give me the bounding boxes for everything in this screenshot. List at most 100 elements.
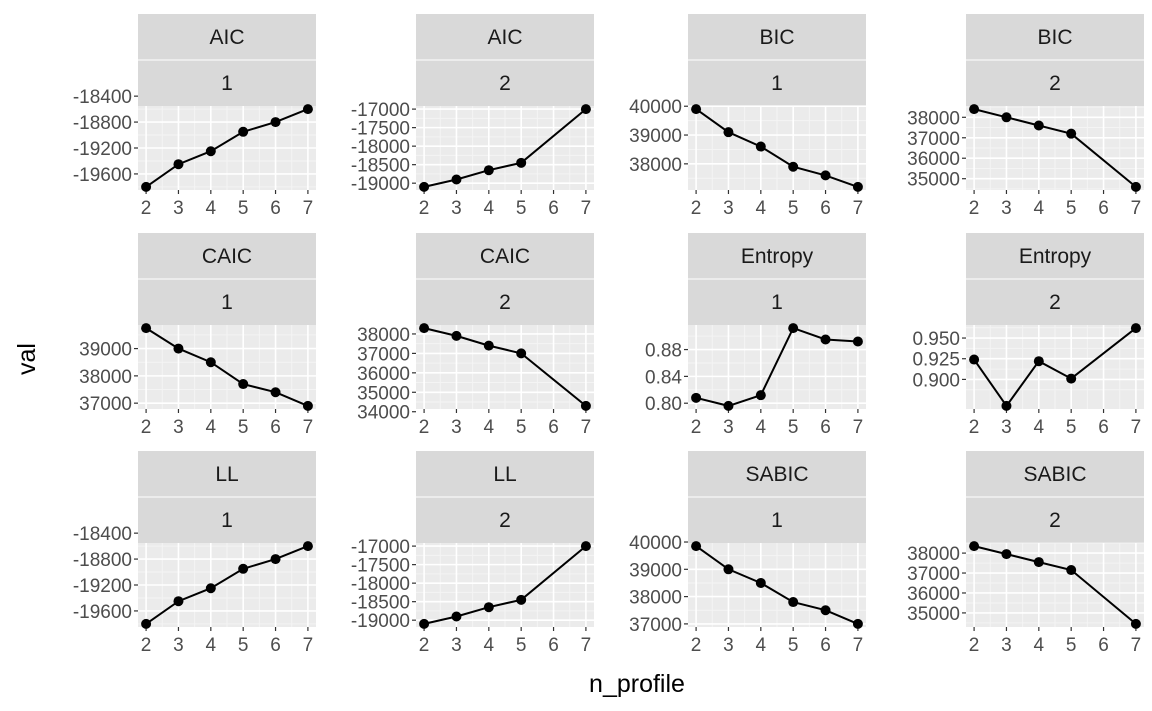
x-tick-label: 3 [1001, 198, 1012, 219]
data-point [820, 605, 831, 616]
strip-label-top: SABIC [745, 463, 808, 486]
data-point [691, 104, 702, 115]
strip-label-top: AIC [209, 26, 244, 49]
y-tick-label: 38000 [357, 325, 410, 346]
data-point [302, 400, 313, 411]
strip-label-top: LL [215, 463, 238, 486]
strip-label-bottom: 2 [1049, 509, 1061, 532]
y-tick-label: -17000 [351, 537, 410, 558]
x-tick-label: 3 [173, 198, 184, 219]
series-line [145, 327, 309, 407]
strip-label-top: CAIC [480, 245, 530, 268]
strip-label-bottom: 2 [1049, 72, 1061, 95]
x-tick-label: 4 [1034, 417, 1045, 438]
strip-label-top: AIC [487, 26, 522, 49]
y-tick-label: 39000 [629, 560, 682, 581]
data-point [302, 104, 313, 115]
data-point [1001, 400, 1012, 411]
x-tick-label: 5 [238, 417, 249, 438]
y-tick-label: -18800 [73, 550, 132, 571]
x-tick-label: 3 [451, 635, 462, 656]
x-tick-label: 7 [303, 635, 314, 656]
x-tick-label: 4 [206, 635, 217, 656]
data-point [820, 334, 831, 345]
facet-panel: SABIC 1 37000 38000 39000 40000 2 3 4 5 6 7 [629, 451, 866, 656]
y-tick-label: -18000 [351, 137, 410, 158]
data-point [1066, 373, 1077, 384]
y-tick-label: 38000 [907, 544, 960, 565]
data-point [820, 170, 831, 181]
data-point [270, 387, 281, 398]
data-point [1130, 181, 1141, 192]
data-point [1033, 557, 1044, 568]
y-tick-label: -18400 [73, 524, 132, 545]
data-point [969, 104, 980, 115]
data-point [141, 618, 152, 629]
x-tick-label: 2 [419, 417, 430, 438]
data-point [852, 336, 863, 347]
x-tick-label: 5 [1066, 635, 1077, 656]
y-tick-label: 36000 [357, 364, 410, 385]
y-tick-label: 37000 [79, 394, 132, 415]
y-tick-label: 39000 [79, 340, 132, 361]
data-point [238, 563, 249, 574]
y-tick-label: -19600 [73, 602, 132, 623]
x-tick-label: 5 [516, 198, 527, 219]
x-tick-label: 2 [691, 417, 702, 438]
y-tick-label: -19000 [351, 174, 410, 195]
x-tick-label: 2 [141, 198, 152, 219]
data-point [691, 392, 702, 403]
y-tick-label: 37000 [357, 344, 410, 365]
y-tick-label: -17500 [351, 119, 410, 140]
x-tick-label: 6 [820, 198, 831, 219]
x-tick-label: 7 [853, 198, 864, 219]
data-point [141, 181, 152, 192]
data-point [302, 541, 313, 552]
y-tick-label: 35000 [357, 383, 410, 404]
y-tick-label: 36000 [907, 584, 960, 605]
data-point [238, 379, 249, 390]
x-tick-label: 5 [788, 417, 799, 438]
x-tick-label: 2 [969, 635, 980, 656]
x-tick-label: 3 [451, 198, 462, 219]
data-point [419, 618, 430, 629]
strip-label-top: SABIC [1023, 463, 1086, 486]
data-point [852, 618, 863, 629]
x-tick-label: 6 [270, 417, 281, 438]
y-axis-title: val [13, 343, 41, 375]
x-tick-label: 6 [270, 198, 281, 219]
data-point [1033, 356, 1044, 367]
data-point [516, 157, 527, 168]
y-tick-label: 34000 [357, 403, 410, 424]
x-axis-title: n_profile [589, 670, 685, 698]
x-tick-label: 5 [238, 198, 249, 219]
strip-label-top: Entropy [1019, 245, 1092, 268]
data-point [516, 348, 527, 359]
x-tick-label: 3 [723, 198, 734, 219]
series-line [695, 545, 859, 625]
data-point [205, 357, 216, 368]
y-tick-label: -19000 [351, 611, 410, 632]
series-line [145, 545, 309, 625]
x-tick-label: 4 [1034, 635, 1045, 656]
strip-label-bottom: 1 [771, 509, 783, 532]
x-tick-label: 4 [484, 417, 495, 438]
strip-label-bottom: 1 [771, 72, 783, 95]
strip-label-bottom: 2 [499, 509, 511, 532]
y-tick-label: -18800 [73, 113, 132, 134]
x-tick-label: 5 [1066, 198, 1077, 219]
x-tick-label: 4 [206, 198, 217, 219]
series-line [695, 108, 859, 188]
x-tick-label: 4 [484, 635, 495, 656]
data-point [1001, 112, 1012, 123]
y-tick-label: 36000 [907, 149, 960, 170]
data-point [205, 146, 216, 157]
y-tick-label: 38000 [629, 155, 682, 176]
x-tick-label: 2 [969, 198, 980, 219]
x-tick-label: 5 [238, 635, 249, 656]
